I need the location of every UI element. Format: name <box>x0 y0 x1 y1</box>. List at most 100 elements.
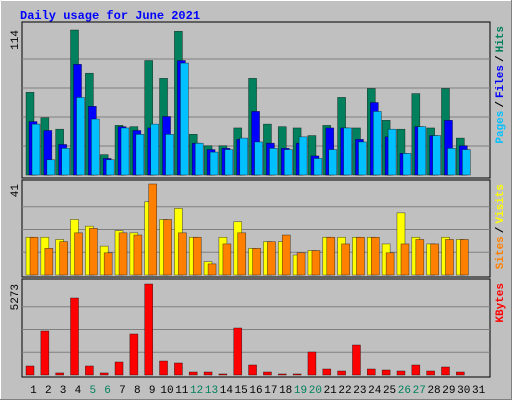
legend-entry: Files <box>495 65 507 98</box>
bar <box>296 252 306 276</box>
bar <box>178 232 187 276</box>
x-tick-label: 26 <box>398 385 411 397</box>
bar <box>432 135 441 176</box>
x-tick-label: 20 <box>309 385 322 397</box>
x-tick-label: 13 <box>205 385 218 397</box>
y-tick-label: 114 <box>10 30 22 50</box>
bar <box>76 97 85 176</box>
bar <box>29 236 39 276</box>
bar <box>313 158 323 176</box>
x-tick-label: 11 <box>175 385 189 397</box>
x-tick-label: 19 <box>294 385 307 397</box>
bar <box>174 362 183 376</box>
bar <box>55 372 64 376</box>
bar <box>135 133 145 176</box>
bar <box>356 236 365 276</box>
x-tick-label: 10 <box>160 385 173 397</box>
bar <box>248 364 257 376</box>
bar <box>203 371 213 376</box>
bar <box>370 236 380 276</box>
x-tick-label: 30 <box>457 385 470 397</box>
bar <box>192 236 202 276</box>
bar <box>411 364 421 376</box>
bar <box>311 250 321 276</box>
bar <box>447 147 456 176</box>
legend-entry: Hits <box>495 26 507 52</box>
bar <box>120 127 130 176</box>
x-tick-label: 22 <box>338 385 351 397</box>
x-tick-label: 15 <box>235 385 248 397</box>
x-tick-label: 4 <box>75 385 82 397</box>
bar <box>89 228 98 276</box>
bar <box>441 366 450 376</box>
x-tick-label: 27 <box>413 385 426 397</box>
bar <box>402 153 412 176</box>
bar <box>328 149 338 176</box>
bar <box>118 232 128 276</box>
bar <box>445 239 454 276</box>
bar <box>358 141 367 176</box>
legend-entry: Sites <box>495 236 507 269</box>
bar <box>233 327 243 376</box>
bar <box>322 368 332 376</box>
bar <box>252 248 261 276</box>
bar <box>31 123 41 176</box>
bar <box>114 361 124 376</box>
x-tick-label: 17 <box>264 385 277 397</box>
bar <box>61 147 70 176</box>
bar <box>385 252 395 276</box>
bar <box>396 370 406 376</box>
bar <box>269 147 278 176</box>
bar <box>103 252 113 276</box>
bar <box>352 344 361 376</box>
bar <box>91 118 100 176</box>
bar <box>281 234 291 276</box>
bar <box>326 236 336 276</box>
x-tick-label: 23 <box>353 385 366 397</box>
x-tick-label: 29 <box>442 385 455 397</box>
x-tick-label: 31 <box>472 385 486 397</box>
legend-separator: / <box>495 101 507 108</box>
bar <box>180 62 189 176</box>
bar <box>148 183 158 276</box>
x-tick-label: 7 <box>119 385 126 397</box>
x-tick-label: 8 <box>134 385 141 397</box>
bar <box>372 111 382 176</box>
bar <box>307 351 317 376</box>
x-tick-label: 3 <box>60 385 67 397</box>
bar <box>381 369 391 376</box>
bar <box>387 128 397 176</box>
bar <box>341 243 350 276</box>
legend-entry: KBytes <box>495 283 507 323</box>
bar <box>207 263 217 276</box>
legend-entry: Visits <box>495 184 507 224</box>
bar <box>163 219 172 276</box>
bar <box>70 297 79 376</box>
x-tick-label: 5 <box>89 385 96 397</box>
panel <box>21 278 491 378</box>
bar <box>188 371 198 376</box>
bar <box>44 248 54 276</box>
bar <box>267 241 276 276</box>
x-tick-label: 25 <box>383 385 396 397</box>
bar <box>283 149 293 176</box>
bar <box>46 159 56 176</box>
bar <box>40 330 50 376</box>
bar <box>456 371 465 376</box>
bar <box>129 333 139 376</box>
bar <box>224 149 234 176</box>
bar <box>194 142 204 176</box>
y-tick-label: 5273 <box>10 284 22 310</box>
bar <box>85 365 94 376</box>
y-tick-label: 41 <box>10 184 22 198</box>
x-tick-label: 24 <box>368 385 382 397</box>
bar <box>254 141 263 176</box>
bar <box>25 365 35 376</box>
bar <box>277 373 287 376</box>
legend-separator: / <box>495 55 507 62</box>
x-tick-label: 14 <box>220 385 234 397</box>
bar <box>400 243 410 276</box>
bar <box>105 159 115 176</box>
bar <box>222 243 232 276</box>
